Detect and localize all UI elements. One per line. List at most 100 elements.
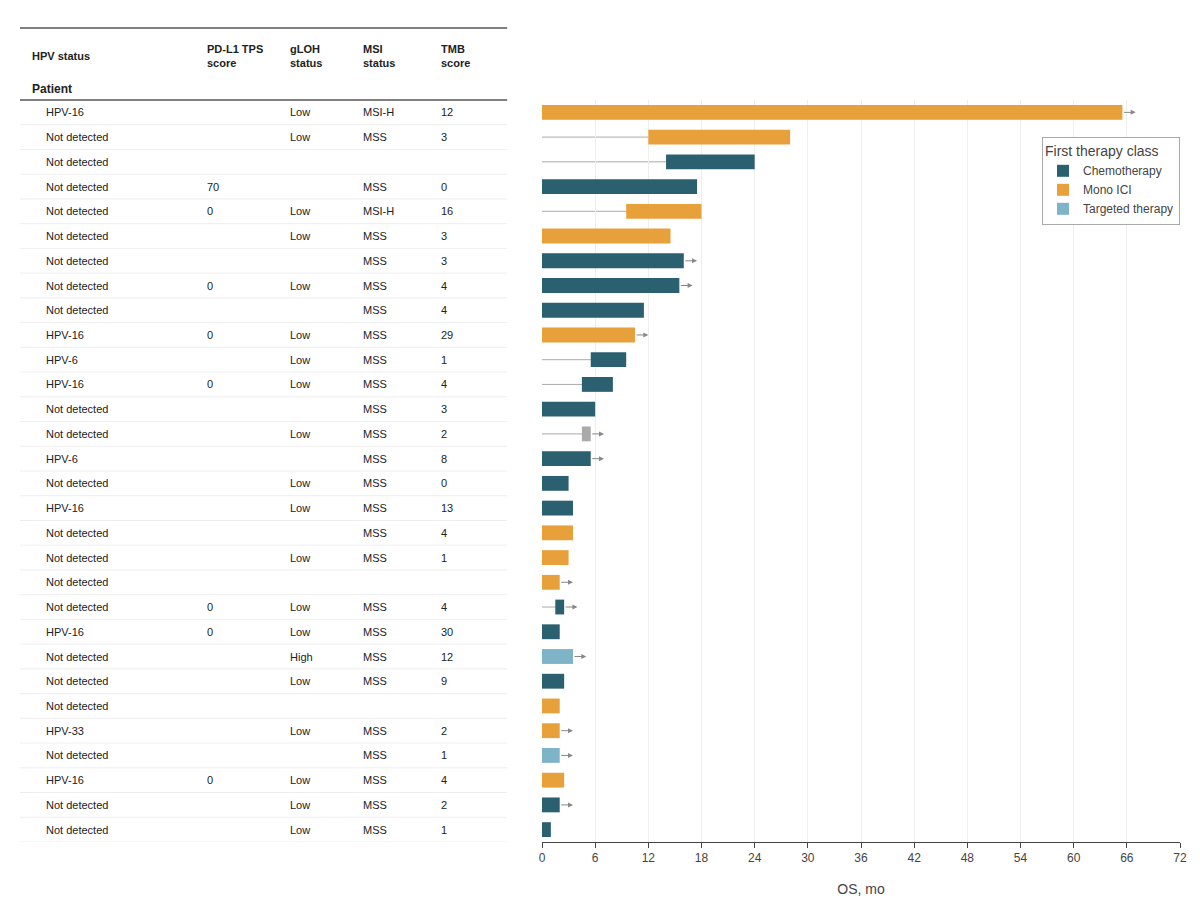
svg-text:36: 36 [854,851,868,865]
svg-text:MSS: MSS [363,552,387,564]
svg-text:Not detected: Not detected [46,552,108,564]
svg-text:Low: Low [290,502,310,514]
svg-text:Not detected: Not detected [46,403,108,415]
svg-text:8: 8 [441,453,447,465]
svg-text:Chemotherapy: Chemotherapy [1083,164,1162,178]
svg-text:MSS: MSS [363,453,387,465]
svg-text:Low: Low [290,824,310,836]
svg-text:Not detected: Not detected [46,230,108,242]
svg-text:Not detected: Not detected [46,428,108,440]
svg-text:Not detected: Not detected [46,675,108,687]
svg-text:Not detected: Not detected [46,181,108,193]
svg-text:MSS: MSS [363,378,387,390]
svg-text:Mono ICI: Mono ICI [1083,183,1132,197]
svg-text:First therapy class: First therapy class [1045,143,1159,159]
svg-text:OS, mo: OS, mo [837,881,885,897]
svg-text:MSS: MSS [363,527,387,539]
svg-text:MSS: MSS [363,230,387,242]
svg-text:MSS: MSS [363,774,387,786]
svg-text:Not detected: Not detected [46,651,108,663]
svg-text:0: 0 [441,477,447,489]
svg-text:13: 13 [441,502,453,514]
svg-text:42: 42 [907,851,921,865]
svg-text:60: 60 [1067,851,1081,865]
svg-text:0: 0 [441,181,447,193]
svg-text:MSS: MSS [363,354,387,366]
svg-text:Low: Low [290,354,310,366]
svg-text:MSS: MSS [363,131,387,143]
svg-text:Not detected: Not detected [46,304,108,316]
svg-text:HPV-16: HPV-16 [46,774,84,786]
svg-text:MSI-H: MSI-H [363,205,394,217]
svg-text:0: 0 [207,378,213,390]
svg-text:Low: Low [290,131,310,143]
svg-text:29: 29 [441,329,453,341]
svg-text:16: 16 [441,205,453,217]
svg-text:4: 4 [441,378,447,390]
svg-text:MSS: MSS [363,675,387,687]
svg-text:Targeted therapy: Targeted therapy [1083,202,1173,216]
svg-text:Low: Low [290,205,310,217]
svg-text:12: 12 [642,851,656,865]
svg-text:18: 18 [695,851,709,865]
svg-text:MSI-H: MSI-H [363,106,394,118]
svg-text:1: 1 [441,824,447,836]
svg-text:Low: Low [290,230,310,242]
svg-text:12: 12 [441,106,453,118]
svg-text:High: High [290,651,313,663]
svg-text:HPV-6: HPV-6 [46,354,78,366]
svg-text:MSS: MSS [363,799,387,811]
svg-text:9: 9 [441,675,447,687]
svg-text:MSIstatus: MSIstatus [363,43,395,69]
svg-text:Not detected: Not detected [46,131,108,143]
svg-text:2: 2 [441,725,447,737]
svg-text:Not detected: Not detected [46,280,108,292]
svg-text:MSS: MSS [363,255,387,267]
svg-text:1: 1 [441,354,447,366]
svg-text:HPV-16: HPV-16 [46,329,84,341]
svg-text:0: 0 [207,280,213,292]
svg-text:TMBscore: TMBscore [441,43,470,69]
svg-text:MSS: MSS [363,477,387,489]
svg-text:MSS: MSS [363,502,387,514]
svg-text:Low: Low [290,477,310,489]
svg-text:Low: Low [290,552,310,564]
svg-text:0: 0 [207,205,213,217]
svg-text:48: 48 [961,851,975,865]
svg-text:Not detected: Not detected [46,205,108,217]
svg-text:gLOHstatus: gLOHstatus [290,43,322,69]
svg-text:Low: Low [290,725,310,737]
svg-text:Not detected: Not detected [46,576,108,588]
svg-text:MSS: MSS [363,329,387,341]
svg-text:4: 4 [441,304,447,316]
svg-text:6: 6 [592,851,599,865]
svg-text:PD-L1 TPSscore: PD-L1 TPSscore [207,43,263,69]
svg-text:Not detected: Not detected [46,749,108,761]
svg-text:3: 3 [441,230,447,242]
svg-text:0: 0 [207,329,213,341]
svg-text:66: 66 [1120,851,1134,865]
svg-text:HPV-16: HPV-16 [46,378,84,390]
svg-text:Not detected: Not detected [46,255,108,267]
svg-text:24: 24 [748,851,762,865]
svg-text:MSS: MSS [363,304,387,316]
svg-text:Low: Low [290,774,310,786]
svg-text:Not detected: Not detected [46,799,108,811]
svg-text:MSS: MSS [363,280,387,292]
svg-text:HPV-16: HPV-16 [46,626,84,638]
svg-text:Not detected: Not detected [46,477,108,489]
svg-text:HPV-6: HPV-6 [46,453,78,465]
svg-text:MSS: MSS [363,181,387,193]
svg-text:HPV-16: HPV-16 [46,502,84,514]
svg-text:30: 30 [441,626,453,638]
svg-text:Low: Low [290,378,310,390]
svg-text:Low: Low [290,428,310,440]
svg-text:1: 1 [441,749,447,761]
svg-text:Patient: Patient [32,82,72,96]
svg-text:2: 2 [441,799,447,811]
svg-text:0: 0 [539,851,546,865]
svg-text:4: 4 [441,601,447,613]
svg-text:MSS: MSS [363,428,387,440]
svg-text:4: 4 [441,774,447,786]
svg-text:4: 4 [441,527,447,539]
